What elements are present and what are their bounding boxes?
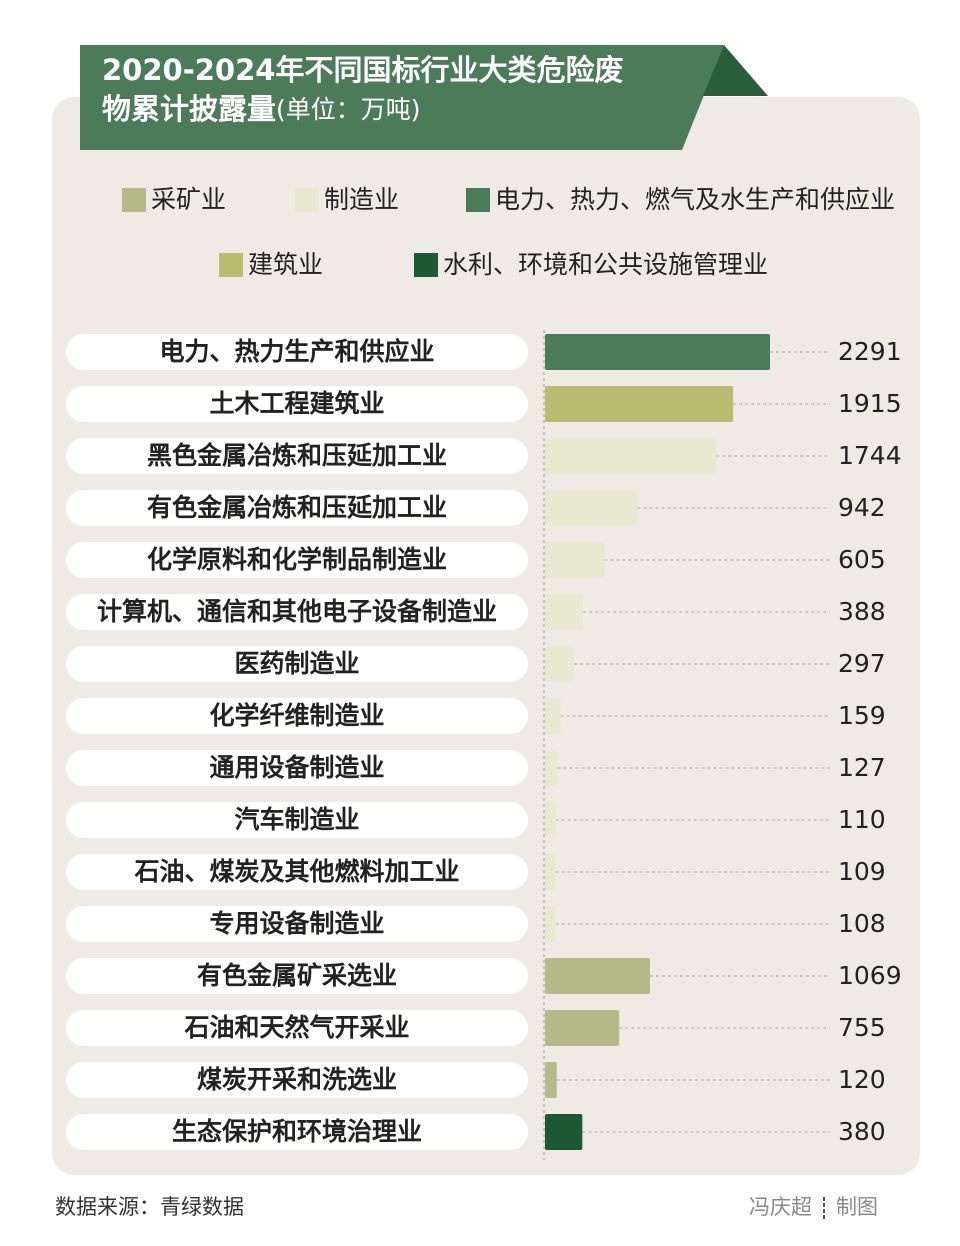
legend-label: 制造业 — [324, 185, 399, 214]
y-tick-label: 专用设备制造业 — [209, 909, 384, 938]
legend-swatch — [122, 188, 146, 212]
legend-swatch — [295, 188, 319, 212]
label-pill — [66, 386, 528, 422]
bar — [545, 438, 717, 474]
y-tick-label: 化学纤维制造业 — [209, 701, 384, 730]
credit: 冯庆超 — [749, 1195, 812, 1219]
bar — [545, 958, 650, 994]
value-label: 755 — [838, 1013, 886, 1042]
y-tick-label: 汽车制造业 — [234, 805, 359, 834]
label-pill — [66, 646, 528, 682]
label-pill — [66, 1062, 528, 1098]
value-label: 942 — [838, 493, 886, 522]
chart-title: 2020-2024年不同国标行业大类危险废 — [102, 53, 623, 87]
label-pill — [66, 1114, 528, 1150]
label-pill — [66, 334, 528, 370]
legend-label: 采矿业 — [151, 185, 226, 214]
bar — [545, 1010, 620, 1046]
chart-subtitle: (单位：万吨) — [276, 95, 421, 124]
value-label: 380 — [838, 1117, 886, 1146]
bar — [545, 854, 556, 890]
legend-label: 建筑业 — [248, 250, 323, 279]
label-pill — [66, 906, 528, 942]
y-tick-label: 医药制造业 — [234, 649, 359, 678]
y-tick-label: 化学原料和化学制品制造业 — [147, 545, 447, 574]
chart-title-line: 物累计披露量 — [102, 92, 276, 126]
y-tick-label: 有色金属冶炼和压延加工业 — [147, 493, 447, 522]
legend-swatch — [414, 253, 438, 277]
y-tick-label: 有色金属矿采选业 — [197, 961, 397, 990]
bar — [545, 906, 556, 942]
label-pill — [66, 490, 528, 526]
bar — [545, 490, 638, 526]
bar — [545, 750, 558, 786]
credit: 制图 — [836, 1195, 878, 1219]
bar — [545, 802, 556, 838]
bar — [545, 698, 561, 734]
y-tick-label: 土木工程建筑业 — [209, 389, 384, 418]
bar — [545, 1114, 583, 1150]
y-tick-label: 黑色金属冶炼和压延加工业 — [147, 441, 447, 470]
y-tick-label: 煤炭开采和洗选业 — [197, 1065, 397, 1094]
chart-title: 物累计披露量(单位：万吨) — [102, 92, 421, 126]
value-label: 110 — [838, 805, 886, 834]
bar — [545, 594, 584, 630]
legend-swatch — [466, 188, 490, 212]
y-tick-label: 生态保护和环境治理业 — [172, 1117, 422, 1146]
bar — [545, 646, 575, 682]
label-pill — [66, 854, 528, 890]
label-pill — [66, 958, 528, 994]
label-pill — [66, 1010, 528, 1046]
y-tick-label: 电力、热力生产和供应业 — [159, 337, 434, 366]
legend-swatch — [219, 253, 243, 277]
label-pill — [66, 438, 528, 474]
legend-label: 电力、热力、燃气及水生产和供应业 — [495, 185, 895, 214]
y-tick-label: 计算机、通信和其他电子设备制造业 — [97, 597, 497, 626]
value-label: 388 — [838, 597, 886, 626]
value-label: 1744 — [838, 441, 902, 470]
title-arrow — [703, 45, 768, 96]
source: 数据来源：青绿数据 — [55, 1195, 244, 1219]
value-label: 109 — [838, 857, 886, 886]
y-tick-label: 石油和天然气开采业 — [183, 1013, 409, 1042]
label-pill — [66, 750, 528, 786]
value-label: 605 — [838, 545, 886, 574]
legend-label: 水利、环境和公共设施管理业 — [443, 250, 768, 279]
bar — [545, 1062, 557, 1098]
label-pill — [66, 802, 528, 838]
value-label: 159 — [838, 701, 886, 730]
bar — [545, 386, 734, 422]
value-label: 2291 — [838, 337, 902, 366]
value-label: 1069 — [838, 961, 902, 990]
value-label: 127 — [838, 753, 886, 782]
title-banner — [80, 45, 724, 150]
value-label: 1915 — [838, 389, 902, 418]
y-tick-label: 通用设备制造业 — [209, 753, 384, 782]
y-tick-label: 石油、煤炭及其他燃料加工业 — [133, 857, 459, 886]
label-pill — [66, 594, 528, 630]
value-label: 297 — [838, 649, 886, 678]
label-pill — [66, 542, 528, 578]
bar — [545, 542, 605, 578]
bar — [545, 334, 770, 370]
label-pill — [66, 698, 528, 734]
value-label: 108 — [838, 909, 886, 938]
value-label: 120 — [838, 1065, 886, 1094]
